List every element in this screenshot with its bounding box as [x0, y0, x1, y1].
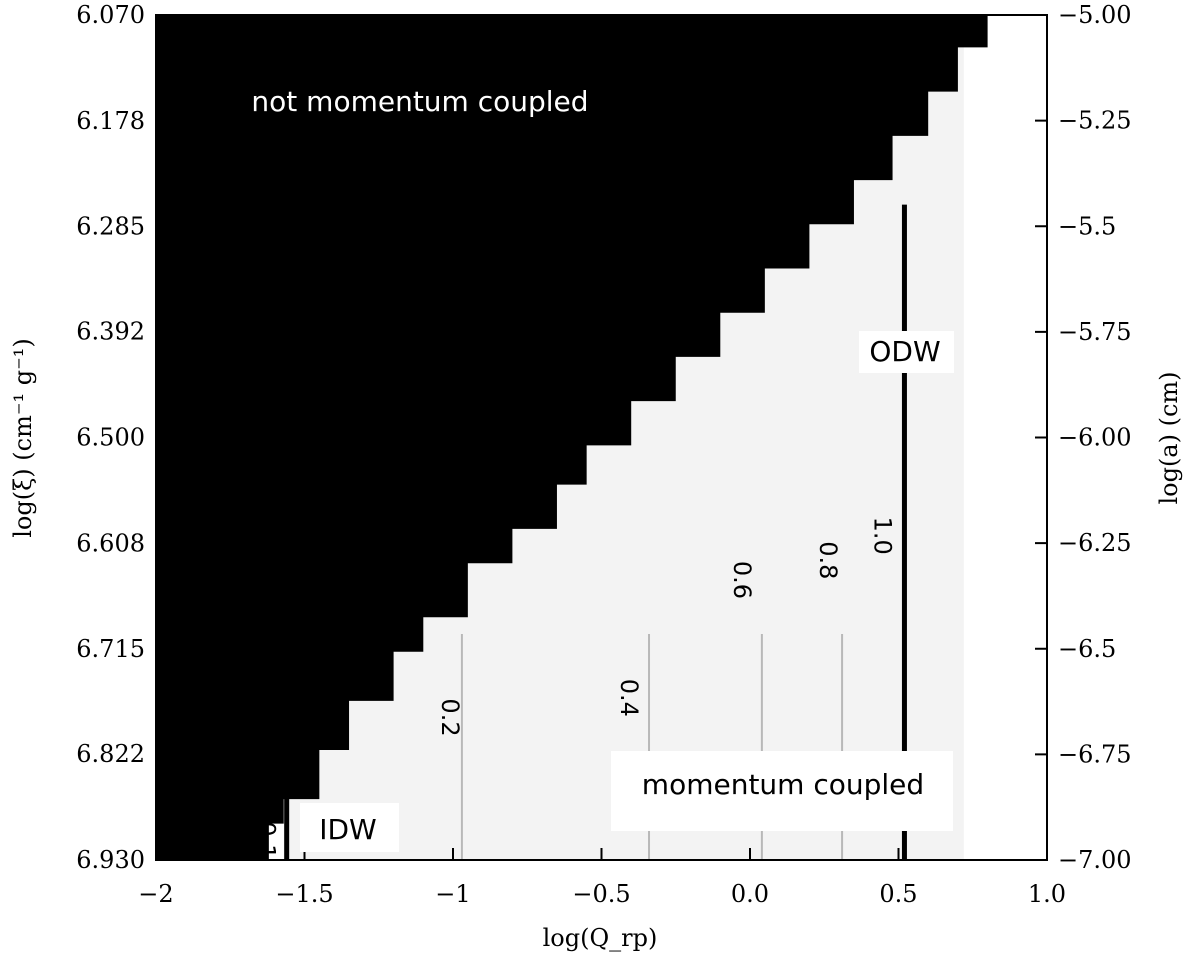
annotations: not momentum coupled momentum coupled ID…	[251, 85, 954, 852]
y-axis-left-label-text: log(ξ) (cm⁻¹ g⁻¹)	[9, 338, 37, 538]
x-axis-label-text: log(Q_rp)	[543, 924, 658, 952]
y-left-tick-label: 6.500	[76, 424, 145, 452]
contour-lines: 0.1 0.2 0.4 0.6 0.8 1.0	[253, 204, 907, 860]
contour-label-0-2: 0.2	[436, 698, 464, 736]
y-left-tick-label: 6.178	[76, 107, 145, 135]
y-right-tick-label: −5.5	[1058, 212, 1116, 240]
idw-label-bg	[300, 803, 399, 852]
momentum-coupled-label: momentum coupled	[642, 768, 924, 801]
y-left-tick-label: 6.822	[76, 740, 145, 768]
x-tick-label: −0.5	[572, 880, 630, 908]
x-tick-label: 0.5	[879, 880, 917, 908]
y-left-tick-label: 6.715	[76, 635, 145, 663]
not-momentum-coupled-region	[156, 15, 1024, 860]
contour-label-0-4: 0.4	[615, 679, 643, 717]
not-momentum-coupled-area	[156, 15, 1024, 860]
y-right-tick-label: −6.75	[1058, 740, 1132, 768]
y-left-tick-label: 6.392	[76, 317, 145, 345]
contour-label-1-0: 1.0	[868, 517, 896, 555]
not-momentum-coupled-label: not momentum coupled	[251, 85, 588, 118]
odw-label: ODW	[869, 335, 940, 368]
y-right-tick-label: −5.25	[1058, 107, 1132, 135]
contour-label-0-8: 0.8	[814, 541, 842, 579]
x-tick-label: −1.5	[275, 880, 333, 908]
y-axis-left-label: log(ξ) (cm⁻¹ g⁻¹)	[9, 338, 37, 538]
y-right-tick-label: −7.00	[1058, 846, 1132, 874]
odw-label-bg	[859, 331, 954, 373]
momentum-coupled-label-bg	[611, 751, 953, 831]
y-right-tick-label: −5.00	[1058, 1, 1132, 29]
contour-label-0-6: 0.6	[728, 561, 756, 599]
y-left-tick-label: 6.930	[76, 846, 145, 874]
y-left-tick-label: 6.285	[76, 212, 145, 240]
axis-ticks: −2 −1.5 −1 −0.5 0.0 0.5 1.0 6.070 6.178 6.285 6.39…	[76, 1, 1131, 908]
x-tick-label: −2	[138, 880, 173, 908]
y-axis-right-label: log(a) (cm)	[1155, 371, 1183, 504]
y-right-tick-label: −6.00	[1058, 424, 1132, 452]
x-tick-label: 0.0	[731, 880, 769, 908]
y-left-tick-label: 6.608	[76, 530, 145, 558]
x-axis-label: log(Q_rp)	[543, 924, 658, 952]
idw-label: IDW	[319, 813, 377, 846]
x-tick-label: 1.0	[1028, 880, 1066, 908]
y-right-tick-label: −6.5	[1058, 635, 1116, 663]
y-axis-right-label-text: log(a) (cm)	[1155, 371, 1183, 504]
y-right-tick-label: −6.25	[1058, 529, 1132, 557]
y-right-tick-label: −5.75	[1058, 318, 1132, 346]
contour-label-0-1: 0.1	[253, 821, 281, 859]
x-tick-label: −1	[435, 880, 470, 908]
y-left-tick-label: 6.070	[76, 1, 145, 29]
